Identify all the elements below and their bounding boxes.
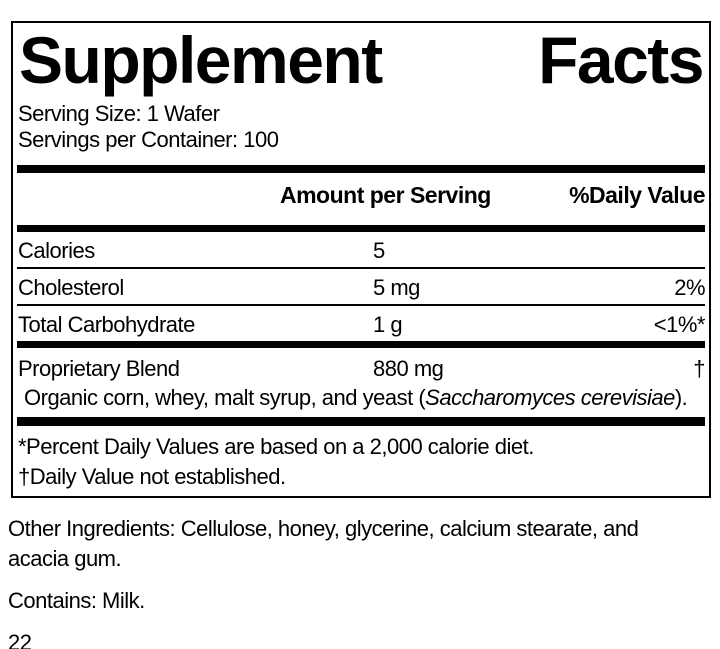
- nutrient-daily-value: 2%: [674, 275, 705, 300]
- blend-ingredients-text: Organic corn, whey, malt syrup, and yeas…: [17, 385, 705, 411]
- other-ingredients-line-1: Other Ingredients: Cellulose, honey, gly…: [8, 516, 639, 541]
- panel-title: Supplement Facts: [17, 25, 705, 95]
- nutrient-name: Cholesterol: [18, 275, 124, 300]
- serving-size-text: Serving Size: 1 Wafer: [18, 101, 220, 126]
- blend-dagger-symbol: †: [693, 356, 705, 381]
- column-header-amount-per-serving: Amount per Serving: [280, 182, 491, 208]
- nutrient-row-cholesterol: Cholesterol 5 mg 2%: [17, 269, 705, 306]
- nutrient-row-calories: Calories 5: [17, 232, 705, 269]
- nutrient-row-total-carbohydrate: Total Carbohydrate 1 g <1%*: [17, 306, 706, 341]
- panel-title-word-facts: Facts: [538, 23, 704, 97]
- footnotes: *Percent Daily Values are based on a 2,0…: [17, 432, 705, 492]
- separator-bar-thick-above-blend: [17, 341, 705, 348]
- nutrient-amount: 1 g: [373, 312, 403, 337]
- footnote-percent-daily-values: *Percent Daily Values are based on a 2,0…: [18, 434, 534, 459]
- species-name-italic: Saccharomyces cerevisiae: [425, 385, 675, 410]
- servings-per-container-text: Servings per Container: 100: [18, 127, 279, 152]
- label-page: Supplement Facts Serving Size: 1 Wafer S…: [0, 21, 720, 649]
- separator-bar-thick-above-footnotes: [17, 417, 705, 426]
- nutrient-name: Total Carbohydrate: [18, 312, 195, 337]
- other-ingredients-text: Other Ingredients: Cellulose, honey, gly…: [8, 514, 712, 574]
- footnote-daily-value-not-established: †Daily Value not established.: [18, 464, 286, 489]
- nutrient-amount: 5: [373, 238, 385, 263]
- other-ingredients-line-2: acacia gum.: [8, 546, 122, 571]
- nutrient-amount: 5 mg: [373, 275, 420, 300]
- table-header-row: Amount per Serving %Daily Value: [17, 173, 705, 217]
- serving-info: Serving Size: 1 Wafer Servings per Conta…: [17, 101, 705, 153]
- panel-title-word-supplement: Supplement: [19, 23, 383, 97]
- page-number: 22: [8, 630, 32, 649]
- separator-bar-thick-under-header: [17, 225, 705, 232]
- blend-name: Proprietary Blend: [18, 356, 180, 381]
- contains-text: Contains: Milk.: [8, 588, 145, 613]
- nutrient-daily-value: <1%*: [653, 312, 706, 337]
- below-panel-text: Other Ingredients: Cellulose, honey, gly…: [8, 514, 712, 649]
- blend-ingredients-suffix: ).: [674, 385, 688, 410]
- nutrient-name: Calories: [18, 238, 95, 263]
- proprietary-blend-row: Proprietary Blend 880 mg †: [17, 348, 705, 385]
- column-header-daily-value: %Daily Value: [569, 182, 705, 208]
- blend-amount: 880 mg: [373, 356, 444, 381]
- blend-ingredients-prefix: Organic corn, whey, malt syrup, and yeas…: [24, 385, 426, 410]
- separator-bar-thick-top: [17, 165, 705, 173]
- supplement-facts-panel: Supplement Facts Serving Size: 1 Wafer S…: [11, 21, 711, 498]
